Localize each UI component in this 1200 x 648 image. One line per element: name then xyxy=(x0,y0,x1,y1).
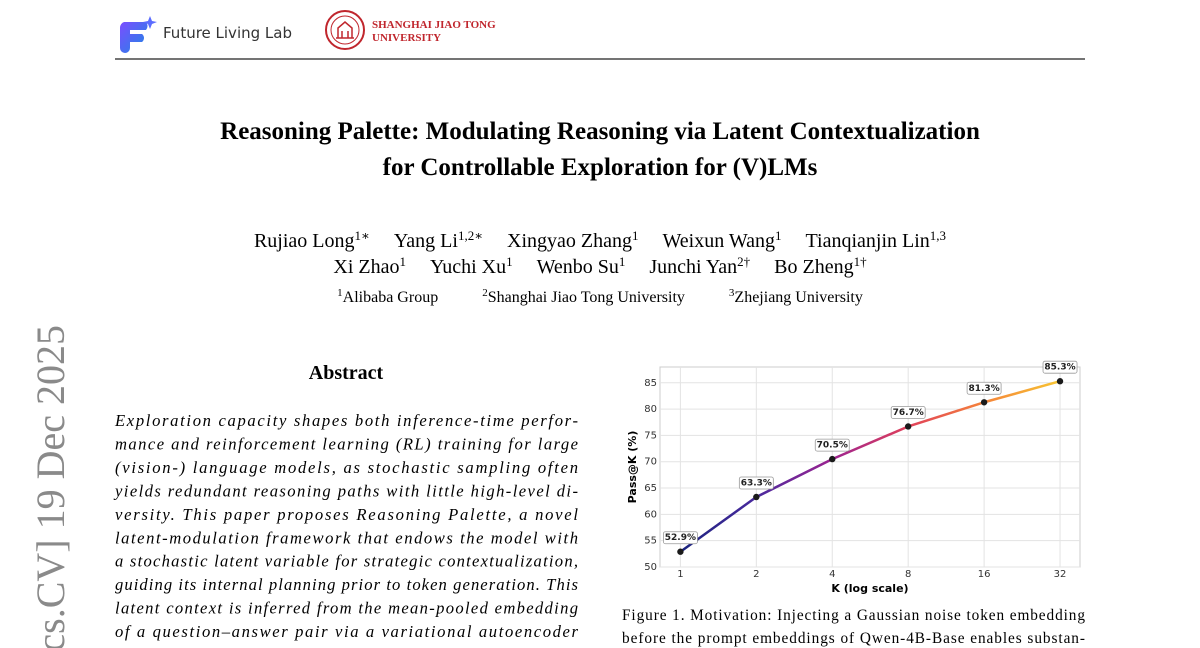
data-label: 70.5% xyxy=(817,441,848,451)
affiliation-line: 1Alibaba Group 2Shanghai Jiao Tong Univer… xyxy=(337,287,863,306)
figure-caption: before the prompt embeddings of Qwen-4B-… xyxy=(622,630,1085,647)
data-label-box xyxy=(966,381,1002,395)
abstract-line: yields redundant reasoning paths with li… xyxy=(113,481,578,500)
author-name: Junchi Yan xyxy=(649,256,737,278)
data-label: 81.3% xyxy=(968,384,999,394)
abstract-line: mance and reinforcement learning (RL) tr… xyxy=(115,434,578,453)
author-name: Yuchi Xu xyxy=(430,256,506,278)
y-tick-label: 70 xyxy=(644,457,657,468)
lab-name: Future Living Lab xyxy=(163,24,292,42)
x-tick-label: 2 xyxy=(753,569,759,580)
author-affiliation-mark: 2† xyxy=(737,254,751,269)
author-line: Xi Zhao1 Yuchi Xu1 Wenbo Su1 Junchi Yan2† Bo… xyxy=(333,254,867,278)
author-name: Yang Li xyxy=(394,230,459,252)
university-seal xyxy=(325,10,365,50)
data-label: 85.3% xyxy=(1044,363,1075,373)
x-tick-label: 16 xyxy=(978,569,991,580)
plot-area xyxy=(659,366,1081,568)
y-tick-label: 55 xyxy=(644,536,657,547)
data-point xyxy=(1056,378,1064,385)
author-affiliation-mark: 1,2∗ xyxy=(458,228,483,243)
x-axis-label: K (log scale) xyxy=(831,582,908,595)
author-name: Rujiao Long xyxy=(254,230,355,252)
author-affiliation-mark: 1 xyxy=(506,254,513,269)
y-tick-label: 65 xyxy=(644,483,657,494)
abstract-line: guiding its internal planning prior to t… xyxy=(115,575,578,594)
abstract-line: a stochastic latent variable for strateg… xyxy=(115,552,578,571)
data-label: 76.7% xyxy=(893,408,924,418)
paper-title: Reasoning Palette: Modulating Reasoning … xyxy=(220,118,980,145)
abstract-heading: Abstract xyxy=(309,362,384,384)
author-name: Bo Zheng xyxy=(774,256,853,278)
author-name: Wenbo Su xyxy=(537,256,619,278)
x-tick-label: 8 xyxy=(905,569,911,580)
paper-title: for Controllable Exploration for (V)LMs xyxy=(383,154,818,181)
abstract-line: (vision-) language models, as stochastic… xyxy=(115,458,578,477)
author-name: Weixun Wang xyxy=(663,230,776,252)
figure-caption: Figure 1. Motivation: Injecting a Gaussi… xyxy=(622,607,1085,624)
author-name: Tianqianjin Lin xyxy=(806,230,930,252)
author-affiliation-mark: 1,3 xyxy=(930,228,946,243)
affiliation-mark: 1 xyxy=(337,287,343,299)
abstract-line: latent-modulation framework that endows … xyxy=(115,528,578,547)
x-tick-label: 32 xyxy=(1054,569,1067,580)
data-label-box xyxy=(1042,360,1078,374)
arxiv-stamp: [cs.CV] 19 Dec 2025 xyxy=(28,325,73,648)
data-point xyxy=(677,548,684,555)
y-tick-label: 75 xyxy=(644,430,657,441)
lab-logo xyxy=(119,16,157,53)
data-point xyxy=(829,455,836,463)
affiliation-name: Alibaba Group xyxy=(343,289,439,306)
affiliation-mark: 3 xyxy=(729,287,735,299)
data-label: 52.9% xyxy=(665,533,696,543)
abstract-line: of a question–answer pair via a variatio… xyxy=(115,622,579,641)
affiliation-name: Zhejiang University xyxy=(734,289,862,306)
y-axis-label: Pass@K (%) xyxy=(626,431,639,504)
abstract-line: Exploration capacity shapes both inferen… xyxy=(114,411,578,430)
abstract-line: latent context is inferred from the mean… xyxy=(115,599,578,618)
data-label: 63.3% xyxy=(741,479,772,489)
affiliation-name: Shanghai Jiao Tong University xyxy=(488,289,685,306)
author-affiliation-mark: 1 xyxy=(775,228,782,243)
data-point xyxy=(753,493,760,501)
data-point xyxy=(980,399,988,406)
y-tick-label: 80 xyxy=(644,404,657,415)
y-tick-label: 50 xyxy=(644,562,657,573)
y-tick-label: 85 xyxy=(644,378,657,389)
author-affiliation-mark: 1∗ xyxy=(355,228,370,243)
data-point xyxy=(904,423,912,430)
university-name: SHANGHAI JIAO TONG xyxy=(372,19,496,31)
chart: 50 55 60 65 70 75 80 85 1 2 4 8 16 32 52.9% 63.3% 70.5% 7… xyxy=(644,360,1081,580)
author-name: Xingyao Zhang xyxy=(507,230,632,252)
x-tick-label: 1 xyxy=(677,569,683,580)
author-affiliation-mark: 1† xyxy=(854,254,868,269)
author-affiliation-mark: 1 xyxy=(619,254,626,269)
author-affiliation-mark: 1 xyxy=(399,254,406,269)
abstract-line: versity. This paper proposes Reasoning P… xyxy=(115,505,578,524)
data-label-box xyxy=(663,531,698,545)
y-tick-label: 60 xyxy=(644,509,657,520)
university-name: UNIVERSITY xyxy=(372,32,441,44)
x-tick-label: 4 xyxy=(829,569,835,580)
author-name: Xi Zhao xyxy=(333,256,399,278)
data-line xyxy=(679,380,1061,553)
affiliation-mark: 2 xyxy=(482,287,488,299)
data-label-box xyxy=(814,438,850,452)
data-label-box xyxy=(890,406,926,419)
author-line: Rujiao Long1∗ Yang Li1,2∗ Xingyao Zhang1 We… xyxy=(254,228,946,252)
author-affiliation-mark: 1 xyxy=(632,228,639,243)
data-label-box xyxy=(738,476,774,490)
